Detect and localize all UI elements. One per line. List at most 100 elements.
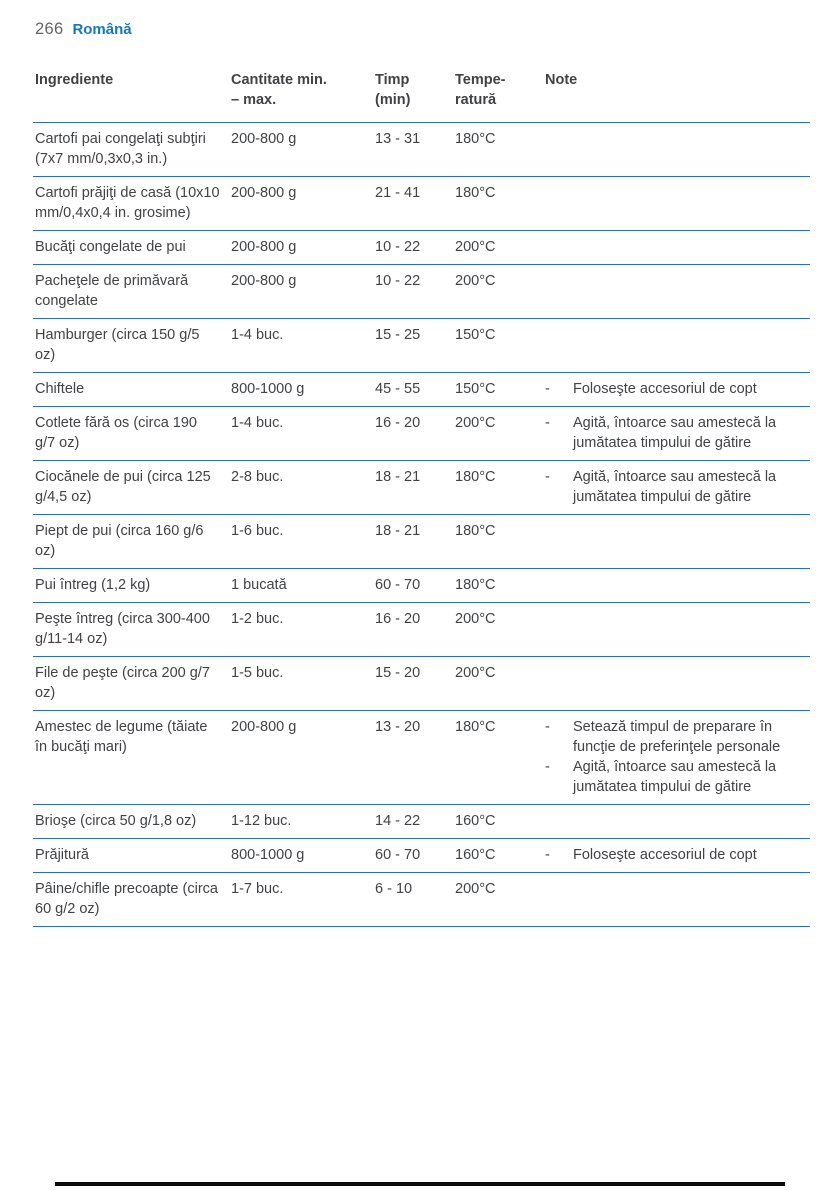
temperature-cell: 150°C [455, 381, 496, 397]
column-header-time: Timp (min) [375, 70, 455, 110]
table-body: Cartofi pai congelaţi subţiri (7x7 mm/0,… [33, 123, 810, 927]
notes-cell [545, 575, 810, 595]
ingredient-cell: Bucăţi congelate de pui [35, 239, 186, 255]
notes-cell [545, 183, 810, 223]
temperature-cell: 200°C [455, 665, 496, 681]
temperature-cell: 180°C [455, 131, 496, 147]
table-row: Hamburger (circa 150 g/5 oz) 1-4 buc. 15 -… [33, 319, 810, 373]
table-row: Piept de pui (circa 160 g/6 oz) 1-6 buc. 1… [33, 515, 810, 569]
table-row: Prăjitură 800-1000 g 60 - 70 160°C - Foloseşt… [33, 839, 810, 873]
temperature-cell: 200°C [455, 611, 496, 627]
ingredient-cell: Prăjitură [35, 847, 89, 863]
ingredient-cell: Cartofi pai congelaţi subţiri (7x7 mm/0,… [35, 131, 206, 167]
note-item: - Foloseşte accesoriul de copt [545, 845, 810, 865]
quantity-cell: 1-7 buc. [231, 881, 284, 897]
column-header-notes: Note [545, 70, 810, 110]
header-line: Tempe- [455, 72, 506, 88]
ingredient-cell: Peşte întreg (circa 300-400 g/11-14 oz) [35, 611, 210, 647]
time-cell: 18 - 21 [375, 523, 421, 539]
quantity-cell: 800-1000 g [231, 847, 305, 863]
ingredient-cell: Pacheţele de primăvară congelate [35, 273, 189, 309]
notes-cell: - Agită, întoarce sau amestecă la jumătat… [545, 413, 810, 453]
time-cell: 15 - 25 [375, 327, 421, 343]
table-row: Brioşe (circa 50 g/1,8 oz) 1-12 buc. 14 - … [33, 805, 810, 839]
column-header-quantity: Cantitate min. – max. [231, 70, 375, 110]
table-header-row: Ingrediente Cantitate min. – max. Timp (… [33, 64, 810, 123]
notes-cell [545, 129, 810, 169]
ingredient-cell: Chiftele [35, 381, 85, 397]
note-text: Agită, întoarce sau amestecă la jumătate… [573, 415, 777, 451]
note-text: Foloseşte accesoriul de copt [573, 381, 757, 397]
time-cell: 15 - 20 [375, 665, 421, 681]
header-line: Ingrediente [35, 72, 114, 88]
table-row: Peşte întreg (circa 300-400 g/11-14 oz) 1… [33, 603, 810, 657]
quantity-cell: 1-4 buc. [231, 327, 284, 343]
temperature-cell: 180°C [455, 469, 496, 485]
temperature-cell: 160°C [455, 813, 496, 829]
notes-cell [545, 663, 810, 703]
page-language-label: Română [72, 21, 132, 38]
note-item: - Foloseşte accesoriul de copt [545, 379, 810, 399]
table-row: Pui întreg (1,2 kg) 1 bucată 60 - 70 180°C [33, 569, 810, 603]
time-cell: 21 - 41 [375, 185, 421, 201]
ingredient-cell: Hamburger (circa 150 g/5 oz) [35, 327, 200, 363]
note-text: Agită, întoarce sau amestecă la jumătate… [573, 469, 777, 505]
temperature-cell: 180°C [455, 719, 496, 735]
quantity-cell: 200-800 g [231, 273, 297, 289]
temperature-cell: 200°C [455, 881, 496, 897]
ingredient-cell: File de peşte (circa 200 g/7 oz) [35, 665, 210, 701]
table-row: Pâine/chifle precoapte (circa 60 g/2 oz)… [33, 873, 810, 927]
temperature-cell: 150°C [455, 327, 496, 343]
note-dash-marker: - [545, 759, 550, 775]
notes-cell [545, 271, 810, 311]
quantity-cell: 1-2 buc. [231, 611, 284, 627]
header-line: ratură [455, 92, 497, 108]
note-item: - Agită, întoarce sau amestecă la jumătat… [545, 413, 810, 453]
notes-cell: - Agită, întoarce sau amestecă la jumătat… [545, 467, 810, 507]
table-row: Cartofi pai congelaţi subţiri (7x7 mm/0,… [33, 123, 810, 177]
page-header: 266 Română [35, 20, 132, 39]
time-cell: 60 - 70 [375, 577, 421, 593]
temperature-cell: 200°C [455, 415, 496, 431]
ingredient-cell: Amestec de legume (tăiate în bucăţi mari… [35, 719, 208, 755]
notes-cell [545, 325, 810, 365]
time-cell: 13 - 20 [375, 719, 421, 735]
notes-cell: - Setează timpul de preparare în funcţie … [545, 717, 810, 797]
temperature-cell: 200°C [455, 239, 496, 255]
ingredient-cell: Piept de pui (circa 160 g/6 oz) [35, 523, 204, 559]
time-cell: 18 - 21 [375, 469, 421, 485]
header-line: Note [545, 72, 578, 88]
time-cell: 16 - 20 [375, 415, 421, 431]
quantity-cell: 1-4 buc. [231, 415, 284, 431]
table-row: Cotlete fără os (circa 190 g/7 oz) 1-4 bu… [33, 407, 810, 461]
quantity-cell: 1-12 buc. [231, 813, 292, 829]
time-cell: 16 - 20 [375, 611, 421, 627]
notes-cell [545, 811, 810, 831]
notes-cell [545, 879, 810, 919]
table-row: Bucăţi congelate de pui 200-800 g 10 - 22 2… [33, 231, 810, 265]
quantity-cell: 200-800 g [231, 185, 297, 201]
quantity-cell: 1 bucată [231, 577, 287, 593]
note-text: Foloseşte accesoriul de copt [573, 847, 757, 863]
temperature-cell: 180°C [455, 185, 496, 201]
ingredient-cell: Brioşe (circa 50 g/1,8 oz) [35, 813, 197, 829]
note-text: Agită, întoarce sau amestecă la jumătate… [573, 759, 777, 795]
note-item: - Agită, întoarce sau amestecă la jumătat… [545, 757, 810, 797]
table-row: Pacheţele de primăvară congelate 200-800 … [33, 265, 810, 319]
header-line: – max. [231, 92, 277, 108]
notes-cell: - Foloseşte accesoriul de copt [545, 845, 810, 865]
time-cell: 14 - 22 [375, 813, 421, 829]
note-text: Setează timpul de preparare în funcţie d… [573, 719, 781, 755]
ingredient-cell: Cartofi prăjiţi de casă (10x10 mm/0,4x0,… [35, 185, 220, 221]
time-cell: 10 - 22 [375, 239, 421, 255]
quantity-cell: 200-800 g [231, 131, 297, 147]
note-dash-marker: - [545, 847, 550, 863]
page-bottom-rule [55, 1182, 785, 1186]
column-header-temperature: Tempe- ratură [455, 70, 545, 110]
table-row: File de peşte (circa 200 g/7 oz) 1-5 buc.… [33, 657, 810, 711]
column-header-ingredient: Ingrediente [33, 70, 231, 110]
note-dash-marker: - [545, 381, 550, 397]
table-row: Cartofi prăjiţi de casă (10x10 mm/0,4x0,… [33, 177, 810, 231]
time-cell: 6 - 10 [375, 881, 413, 897]
notes-cell: - Foloseşte accesoriul de copt [545, 379, 810, 399]
